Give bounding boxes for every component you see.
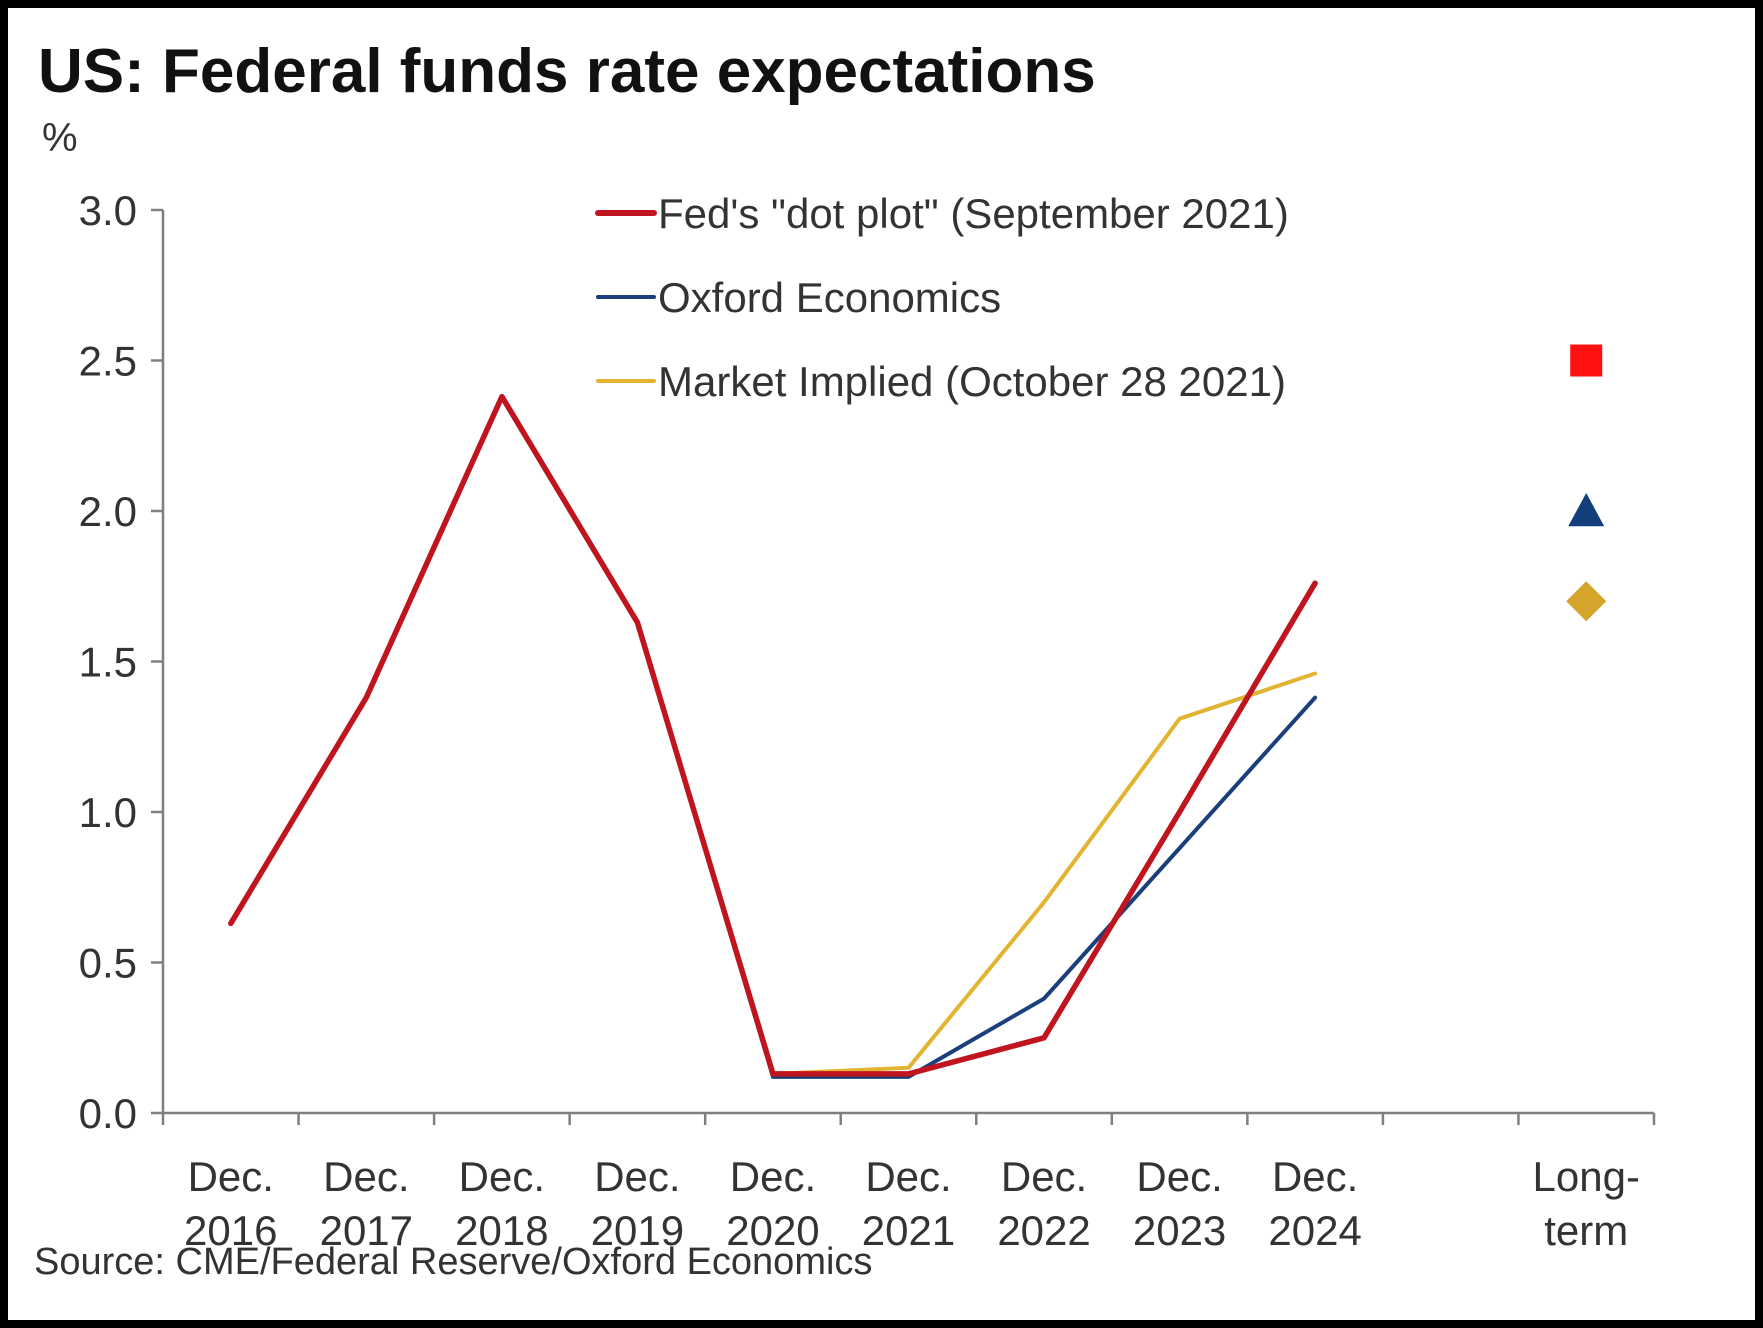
y-tick-label: 0.0 — [79, 1090, 137, 1137]
series-line-1 — [228, 394, 1318, 1079]
x-tick-label-line1: Dec. — [188, 1153, 274, 1200]
y-tick-label: 2.5 — [79, 338, 137, 385]
long-term-diamond-marker — [1566, 581, 1607, 622]
x-tick-label-line1: Long- — [1533, 1153, 1640, 1200]
y-tick-label: 1.0 — [79, 789, 137, 836]
x-tick-label-line2: 2020 — [726, 1207, 819, 1254]
legend: Fed's "dot plot" (September 2021) Oxford … — [595, 190, 1289, 405]
long-term-square-marker — [1570, 344, 1603, 377]
series-line-0 — [228, 394, 1318, 1076]
x-tick-label-line1: Dec. — [865, 1153, 951, 1200]
x-tick-label-line1: Dec. — [1136, 1153, 1222, 1200]
legend-label-2: Market Implied (October 28 2021) — [658, 358, 1286, 405]
series-line-2 — [228, 393, 1318, 1077]
x-tick-label-line2: term — [1544, 1207, 1628, 1254]
y-tick-label: 2.0 — [79, 488, 137, 535]
x-tick-label-line2: 2018 — [455, 1207, 548, 1254]
y-tick-label: 0.5 — [79, 940, 137, 987]
series-lines — [228, 393, 1318, 1079]
x-tick-label-line2: 2024 — [1268, 1207, 1361, 1254]
x-tick-label-line1: Dec. — [459, 1153, 545, 1200]
legend-label-1: Oxford Economics — [658, 274, 1001, 321]
fed-funds-chart: US: Federal funds rate expectations % 0.… — [34, 37, 1656, 1283]
legend-label-0: Fed's "dot plot" (September 2021) — [658, 190, 1289, 237]
x-tick-label-line2: 2017 — [320, 1207, 413, 1254]
x-tick-label-line1: Dec. — [730, 1153, 816, 1200]
y-tick-label: 1.5 — [79, 639, 137, 686]
y-axis-unit: % — [42, 116, 78, 160]
source-note: Source: CME/Federal Reserve/Oxford Econo… — [34, 1241, 872, 1283]
x-tick-label-line1: Dec. — [1272, 1153, 1358, 1200]
x-tick-label-line2: 2023 — [1133, 1207, 1226, 1254]
axes: 0.0 0.5 1.0 1.5 2.0 2.5 3.0 Dec. 2016 Dec. 2017 Dec… — [79, 187, 1656, 1254]
x-tick-label-line1: Dec. — [323, 1153, 409, 1200]
x-tick-label-line1: Dec. — [1001, 1153, 1087, 1200]
x-tick-label-line2: 2016 — [184, 1207, 277, 1254]
x-tick-label-line2: 2022 — [997, 1207, 1090, 1254]
x-tick-label-line2: 2021 — [862, 1207, 955, 1254]
long-term-markers — [1566, 344, 1607, 622]
long-term-triangle-marker — [1568, 493, 1605, 527]
chart-title: US: Federal funds rate expectations — [38, 37, 1096, 106]
x-tick-label-line2: 2019 — [591, 1207, 684, 1254]
x-tick-label-line1: Dec. — [594, 1153, 680, 1200]
y-tick-label: 3.0 — [79, 187, 137, 234]
